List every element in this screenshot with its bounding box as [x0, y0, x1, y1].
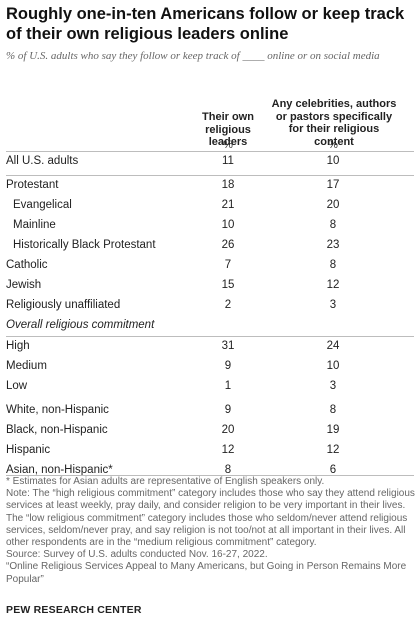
table-row: Religiously unaffiliated 2 3: [0, 295, 420, 315]
table-rule: [6, 336, 414, 337]
row-label: Evangelical: [13, 199, 72, 211]
table-row: Medium 9 10: [0, 356, 420, 376]
value-own-leaders: 20: [221, 424, 235, 436]
value-own-leaders: 11: [222, 155, 234, 167]
section-label: Overall religious commitment: [6, 319, 155, 331]
table-row: Mainline 10 8: [0, 215, 420, 235]
table-row: High 31 24: [0, 336, 420, 356]
chart-subtitle: % of U.S. adults who say they follow or …: [6, 50, 380, 62]
value-celebrities: 12: [326, 279, 340, 291]
value-own-leaders: 1: [224, 380, 232, 392]
value-own-leaders: 21: [221, 199, 235, 211]
value-own-leaders: 12: [221, 444, 235, 456]
value-own-leaders: 8: [224, 464, 232, 476]
row-label: Historically Black Protestant: [13, 239, 156, 251]
value-celebrities: 23: [326, 239, 340, 251]
row-label: Jewish: [6, 279, 42, 291]
row-label: Catholic: [6, 259, 48, 271]
value-celebrities: 3: [329, 299, 337, 311]
value-own-leaders: 15: [221, 279, 235, 291]
table-row: Hispanic 12 12: [0, 440, 420, 460]
column-header-celebrities: Any celebrities, authors or pastors spec…: [271, 98, 397, 148]
table-rule: [6, 151, 414, 152]
value-own-leaders: 9: [224, 360, 232, 372]
row-label: Hispanic: [6, 444, 51, 456]
row-label: Asian, non-Hispanic*: [6, 464, 113, 476]
value-own-leaders: 2: [224, 299, 232, 311]
note-definitions: Note: The “high religious commitment” ca…: [6, 488, 415, 549]
row-label: Religiously unaffiliated: [6, 299, 121, 311]
column-header-own-leaders: Their own religious leaders: [202, 111, 254, 148]
value-celebrities: 24: [326, 340, 340, 352]
value-celebrities: 10: [326, 155, 340, 167]
table-row: All U.S. adults 11 10: [0, 151, 420, 171]
note-source: Source: Survey of U.S. adults conducted …: [6, 549, 268, 561]
row-label: White, non-Hispanic: [6, 404, 109, 416]
row-label: Medium: [6, 360, 47, 372]
table-row: Evangelical 21 20: [0, 195, 420, 215]
value-celebrities: 20: [326, 199, 340, 211]
table-row: Catholic 7 8: [0, 255, 420, 275]
note-report-title: “Online Religious Services Appeal to Man…: [6, 561, 407, 585]
column-unit-own-leaders: %: [223, 139, 233, 151]
source-organization: PEW RESEARCH CENTER: [6, 604, 142, 616]
row-label: Protestant: [6, 179, 59, 191]
value-celebrities: 6: [329, 464, 337, 476]
value-own-leaders: 10: [221, 219, 235, 231]
value-celebrities: 8: [329, 404, 337, 416]
value-celebrities: 8: [329, 259, 337, 271]
value-celebrities: 19: [326, 424, 340, 436]
value-own-leaders: 18: [221, 179, 235, 191]
value-own-leaders: 9: [224, 404, 232, 416]
row-label: High: [6, 340, 30, 352]
value-celebrities: 12: [326, 444, 340, 456]
table-row: White, non-Hispanic 9 8: [0, 400, 420, 420]
table-row: Low 1 3: [0, 376, 420, 396]
table-row: Protestant 18 17: [0, 175, 420, 195]
row-label: Mainline: [13, 219, 56, 231]
table-row: Jewish 15 12: [0, 275, 420, 295]
page-title: Roughly one-in-ten Americans follow or k…: [6, 5, 405, 43]
notes: * Estimates for Asian adults are represe…: [6, 476, 416, 586]
table-row: Historically Black Protestant 26 23: [0, 235, 420, 255]
note-asterisk: * Estimates for Asian adults are represe…: [6, 476, 325, 487]
row-label: Low: [6, 380, 28, 392]
value-own-leaders: 31: [221, 340, 235, 352]
value-celebrities: 10: [326, 360, 340, 372]
row-label: All U.S. adults: [6, 155, 79, 167]
table-row: Asian, non-Hispanic* 8 6: [0, 460, 420, 480]
table-row: Black, non-Hispanic 20 19: [0, 420, 420, 440]
value-celebrities: 3: [329, 380, 337, 392]
column-unit-celebrities: %: [328, 139, 338, 151]
value-celebrities: 17: [326, 179, 340, 191]
table-rule: [6, 175, 414, 176]
value-own-leaders: 7: [224, 259, 232, 271]
row-label: Black, non-Hispanic: [6, 424, 108, 436]
table-bottom-rule: [6, 475, 414, 476]
value-celebrities: 8: [329, 219, 337, 231]
value-own-leaders: 26: [221, 239, 235, 251]
